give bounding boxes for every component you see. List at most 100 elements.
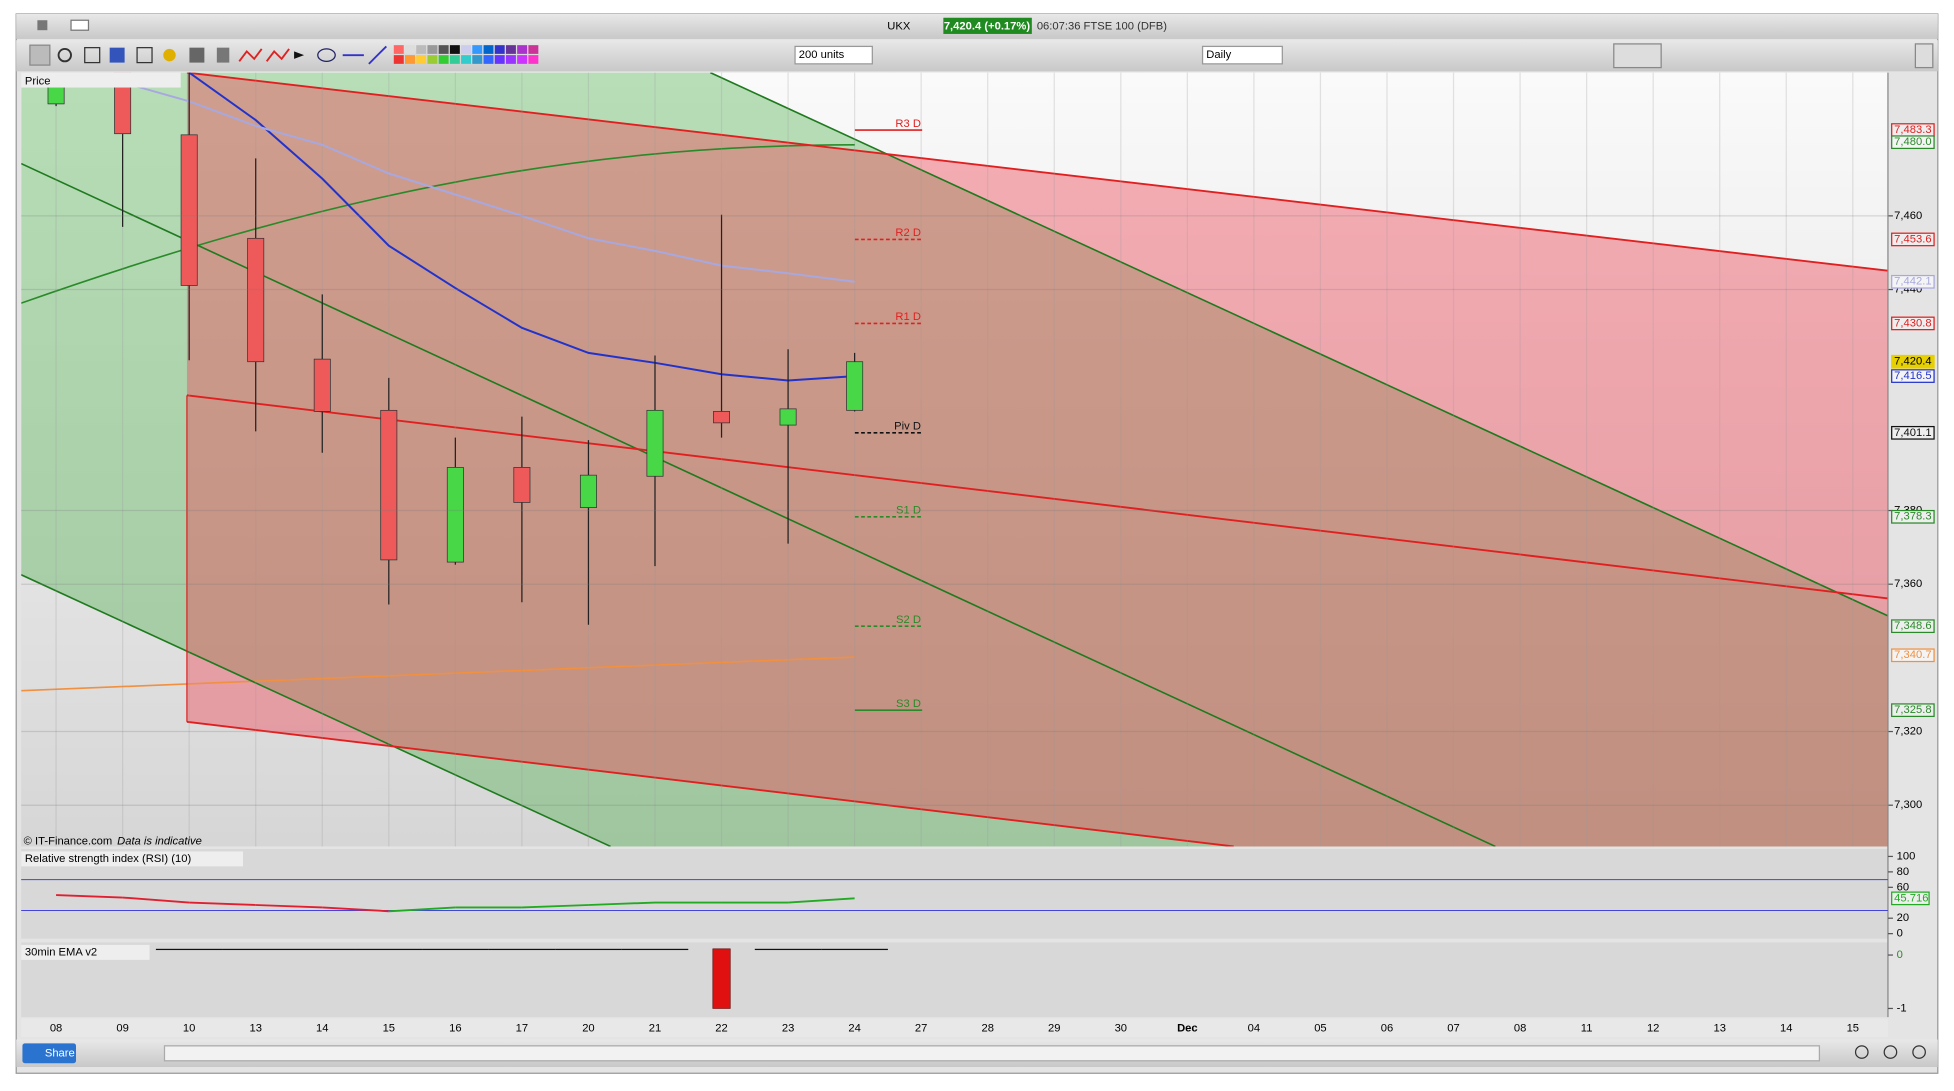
price-tag — [1891, 274, 1935, 289]
panel-header — [21, 944, 150, 960]
candle-body — [47, 85, 65, 105]
green-trend — [21, 162, 1496, 847]
pivot-name: R2 D — [895, 227, 921, 239]
price-tag — [1891, 619, 1935, 634]
quote: 7,420.4 (+0.17%) — [944, 20, 1031, 32]
menu-button[interactable] — [70, 19, 90, 31]
candle-body — [380, 409, 398, 561]
close-button[interactable] — [37, 20, 48, 31]
value-tag-label: 45.716 — [1894, 892, 1928, 904]
green-curve — [21, 144, 855, 304]
zoom-buttons[interactable] — [1854, 1045, 1926, 1059]
rsi-line — [255, 904, 323, 909]
scrollbar[interactable] — [163, 1045, 1821, 1062]
x-tick-label: 17 — [516, 1022, 528, 1034]
price-tag — [1891, 135, 1935, 150]
price-tag-label: 7,348.6 — [1894, 620, 1931, 632]
bar — [488, 948, 556, 951]
red-trend — [186, 72, 1888, 272]
candle-body — [513, 467, 531, 503]
pivot-name: Piv D — [894, 421, 921, 433]
x-axis — [21, 1018, 1888, 1038]
panel-header — [21, 72, 181, 88]
y-tick-label: 7,460 — [1894, 210, 1922, 222]
x-tick-label: 23 — [782, 1022, 794, 1034]
x-tick-label: 27 — [915, 1022, 927, 1034]
price-tag-label: 7,325.8 — [1894, 704, 1931, 716]
interval-select[interactable] — [1201, 45, 1283, 65]
rsi-line — [388, 906, 456, 913]
share-button[interactable] — [22, 1043, 77, 1064]
bar — [754, 948, 822, 951]
red-channel — [186, 72, 1888, 847]
side-button[interactable] — [1914, 43, 1934, 69]
orange-line — [21, 656, 855, 692]
green-trend — [709, 72, 1888, 617]
x-tick-label: 22 — [715, 1022, 727, 1034]
price-tag-label: 7,480.0 — [1894, 136, 1931, 148]
bar — [821, 948, 888, 951]
price-tag-label: 7,416.5 — [1894, 370, 1931, 382]
indicator-line — [122, 81, 855, 283]
y-tick-label: 7,360 — [1894, 578, 1922, 590]
x-tick-label: Dec — [1177, 1022, 1198, 1034]
tool-icons[interactable] — [29, 44, 387, 66]
candle-body — [579, 474, 597, 508]
x-tick-label: 15 — [1847, 1022, 1859, 1034]
drawings — [21, 72, 1888, 847]
size-value: 200 units — [799, 49, 845, 61]
pivot-name: S2 D — [896, 614, 921, 626]
indicator-line — [188, 72, 855, 382]
x-tick-label: 07 — [1447, 1022, 1459, 1034]
x-tick-label: 05 — [1314, 1022, 1326, 1034]
x-tick-label: 30 — [1115, 1022, 1127, 1034]
x-tick-label: 13 — [249, 1022, 261, 1034]
y-tick-label: 100 — [1897, 850, 1916, 862]
chart-style-button[interactable] — [1613, 43, 1662, 69]
x-tick-label: 12 — [1647, 1022, 1659, 1034]
price-tag — [1891, 354, 1935, 369]
bar — [288, 948, 356, 951]
red-trend — [186, 394, 1888, 600]
candle-body — [247, 237, 265, 363]
price-tag — [1891, 369, 1935, 383]
y-tick-label: 0 — [1897, 949, 1903, 961]
x-tick-label: 11 — [1581, 1022, 1593, 1034]
plot-area — [47, 72, 864, 625]
price-tag — [1891, 425, 1935, 440]
price-tag — [1891, 232, 1935, 247]
candle-body — [646, 409, 664, 477]
rsi-line — [521, 904, 589, 909]
x-tick-label: 13 — [1713, 1022, 1725, 1034]
y-tick-label: 60 — [1897, 881, 1909, 893]
candle-body — [180, 134, 198, 286]
y-tick-label: 7,300 — [1894, 799, 1922, 811]
size-select[interactable] — [794, 45, 873, 65]
x-tick-label: 08 — [1514, 1022, 1526, 1034]
green-channel — [21, 72, 1888, 847]
color-swatches[interactable] — [393, 45, 539, 64]
bar — [621, 948, 689, 951]
price-tag-label: 7,401.1 — [1894, 427, 1931, 439]
rsi-panel — [21, 848, 1888, 939]
pivot-name: S3 D — [896, 698, 921, 710]
bar — [222, 948, 289, 951]
rsi-line — [56, 894, 123, 899]
x-tick-label: 10 — [183, 1022, 195, 1034]
bar — [422, 948, 489, 951]
price-tag-label: 7,483.3 — [1894, 124, 1931, 136]
price-tag-label: 7,442.1 — [1894, 276, 1931, 288]
rsi-line — [322, 906, 389, 913]
pivot-name: R1 D — [895, 311, 921, 323]
price-tag-label: 7,340.7 — [1894, 649, 1931, 661]
disclaimer: Data is indicative — [117, 835, 202, 847]
x-tick-label: 24 — [848, 1022, 860, 1034]
x-tick-label: 15 — [383, 1022, 395, 1034]
y-tick-label: 7,320 — [1894, 725, 1922, 737]
panel-title: Relative strength index (RSI) (10) — [25, 853, 192, 865]
candle-body — [779, 408, 797, 426]
x-tick-label: 29 — [1048, 1022, 1060, 1034]
panel-header — [21, 851, 244, 867]
rsi-line — [189, 901, 256, 906]
